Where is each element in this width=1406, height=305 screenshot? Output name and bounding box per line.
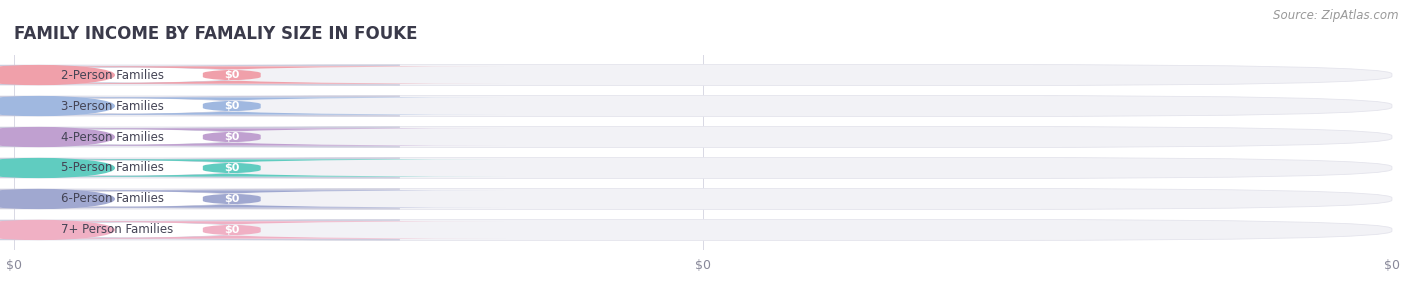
Text: Source: ZipAtlas.com: Source: ZipAtlas.com: [1274, 9, 1399, 22]
Text: $0: $0: [224, 70, 239, 80]
Ellipse shape: [0, 127, 114, 146]
Text: $0: $0: [224, 101, 239, 111]
FancyBboxPatch shape: [0, 221, 506, 239]
Text: 5-Person Families: 5-Person Families: [60, 161, 163, 174]
FancyBboxPatch shape: [0, 97, 506, 115]
Text: 2-Person Families: 2-Person Families: [60, 69, 165, 81]
FancyBboxPatch shape: [0, 66, 506, 84]
FancyBboxPatch shape: [14, 95, 1392, 117]
FancyBboxPatch shape: [0, 96, 399, 116]
Ellipse shape: [0, 221, 114, 239]
FancyBboxPatch shape: [14, 219, 1392, 241]
Text: $0: $0: [224, 132, 239, 142]
Text: 7+ Person Families: 7+ Person Families: [60, 224, 173, 236]
FancyBboxPatch shape: [0, 128, 506, 146]
Ellipse shape: [0, 159, 114, 178]
FancyBboxPatch shape: [0, 190, 506, 208]
Text: $0: $0: [224, 225, 239, 235]
Ellipse shape: [0, 97, 114, 116]
FancyBboxPatch shape: [14, 188, 1392, 210]
FancyBboxPatch shape: [0, 159, 506, 177]
FancyBboxPatch shape: [14, 157, 1392, 178]
FancyBboxPatch shape: [14, 127, 1392, 148]
Text: $0: $0: [224, 194, 239, 204]
Text: $0: $0: [224, 163, 239, 173]
FancyBboxPatch shape: [14, 64, 1392, 86]
FancyBboxPatch shape: [0, 158, 399, 178]
FancyBboxPatch shape: [0, 220, 399, 240]
FancyBboxPatch shape: [0, 65, 399, 85]
Text: 3-Person Families: 3-Person Families: [60, 99, 163, 113]
Text: 6-Person Families: 6-Person Families: [60, 192, 165, 206]
Ellipse shape: [0, 66, 114, 84]
FancyBboxPatch shape: [0, 189, 399, 209]
FancyBboxPatch shape: [0, 127, 399, 147]
Text: 4-Person Families: 4-Person Families: [60, 131, 165, 144]
Ellipse shape: [0, 189, 114, 208]
Text: FAMILY INCOME BY FAMALIY SIZE IN FOUKE: FAMILY INCOME BY FAMALIY SIZE IN FOUKE: [14, 25, 418, 43]
